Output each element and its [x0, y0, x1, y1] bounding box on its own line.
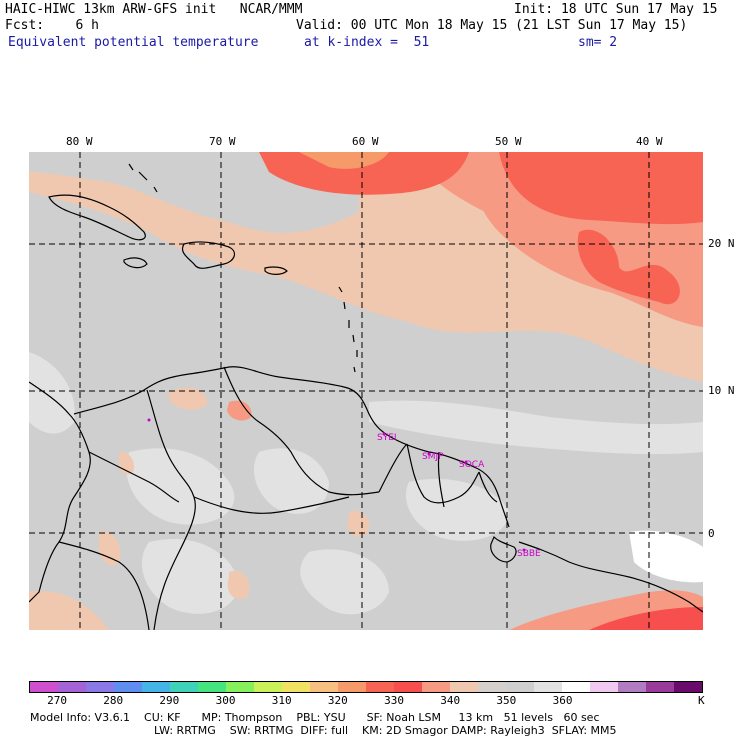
colorbar-swatch	[534, 682, 562, 692]
model-info: Model Info: V3.6.1 CU: KF MP: Thompson P…	[30, 711, 600, 724]
lon-label-40w: 40 W	[636, 135, 663, 148]
model-title: HAIC-HIWC 13km ARW-GFS init NCAR/MMM	[5, 2, 303, 17]
level-info: at k-index = 51	[304, 35, 430, 50]
lat-label-20n: 20 N	[708, 237, 735, 250]
colorbar-unit: K	[698, 694, 705, 707]
lon-label-60w: 60 W	[352, 135, 379, 148]
colorbar-tick-label: 320	[327, 694, 348, 707]
lon-label-80w: 80 W	[66, 135, 93, 148]
forecast-hour: Fcst: 6 h	[5, 18, 99, 33]
colorbar-swatch	[674, 682, 702, 692]
colorbar-swatch	[618, 682, 646, 692]
colorbar-swatch	[394, 682, 422, 692]
colorbar-tick-label: 280	[103, 694, 124, 707]
field-name: Equivalent potential temperature	[8, 35, 259, 50]
colorbar-tick-label: 340	[440, 694, 461, 707]
colorbar-tick-label: 310	[271, 694, 292, 707]
colorbar-swatch	[58, 682, 86, 692]
colorbar-tick-label: 350	[496, 694, 517, 707]
colorbar-swatch	[590, 682, 618, 692]
colorbar-tick-label: 360	[552, 694, 573, 707]
colorbar-swatch	[226, 682, 254, 692]
station-label: SYEI	[377, 433, 397, 443]
colorbar-swatch	[450, 682, 478, 692]
colorbar-swatch	[646, 682, 674, 692]
colorbar	[29, 681, 703, 693]
smoothing-info: sm= 2	[578, 35, 618, 50]
colorbar-swatch	[254, 682, 282, 692]
colorbar-swatch	[338, 682, 366, 692]
colorbar-tick-label: 300	[215, 694, 236, 707]
station-label: SMJP	[422, 452, 444, 462]
colorbar-tick-label: 270	[47, 694, 67, 707]
colorbar-tick-label: 290	[159, 694, 180, 707]
colorbar-swatch	[282, 682, 310, 692]
colorbar-swatch	[30, 682, 58, 692]
station-label: SBBE	[517, 549, 541, 559]
colorbar-swatch	[310, 682, 338, 692]
colorbar-tick-label: 330	[384, 694, 404, 707]
colorbar-swatch	[562, 682, 590, 692]
colorbar-swatch	[506, 682, 534, 692]
colorbar-swatch	[422, 682, 450, 692]
colorbar-swatch	[142, 682, 170, 692]
physics-info: LW: RRTMG SW: RRTMG DIFF: full KM: 2D Sm…	[154, 724, 617, 737]
colorbar-swatch	[114, 682, 142, 692]
colorbar-swatch	[366, 682, 394, 692]
lat-label-0: 0	[708, 527, 715, 540]
map-panel: SYEI SMJP SOCA SBBE	[29, 152, 703, 630]
lon-label-50w: 50 W	[495, 135, 522, 148]
lon-label-70w: 70 W	[209, 135, 236, 148]
init-time: Init: 18 UTC Sun 17 May 15	[514, 2, 718, 17]
colorbar-swatch	[198, 682, 226, 692]
colorbar-swatch	[478, 682, 506, 692]
station-label: SOCA	[459, 460, 485, 470]
valid-time: Valid: 00 UTC Mon 18 May 15 (21 LST Sun …	[296, 18, 688, 33]
colorbar-swatch	[170, 682, 198, 692]
colorbar-swatch	[86, 682, 114, 692]
lat-label-10n: 10 N	[708, 384, 735, 397]
